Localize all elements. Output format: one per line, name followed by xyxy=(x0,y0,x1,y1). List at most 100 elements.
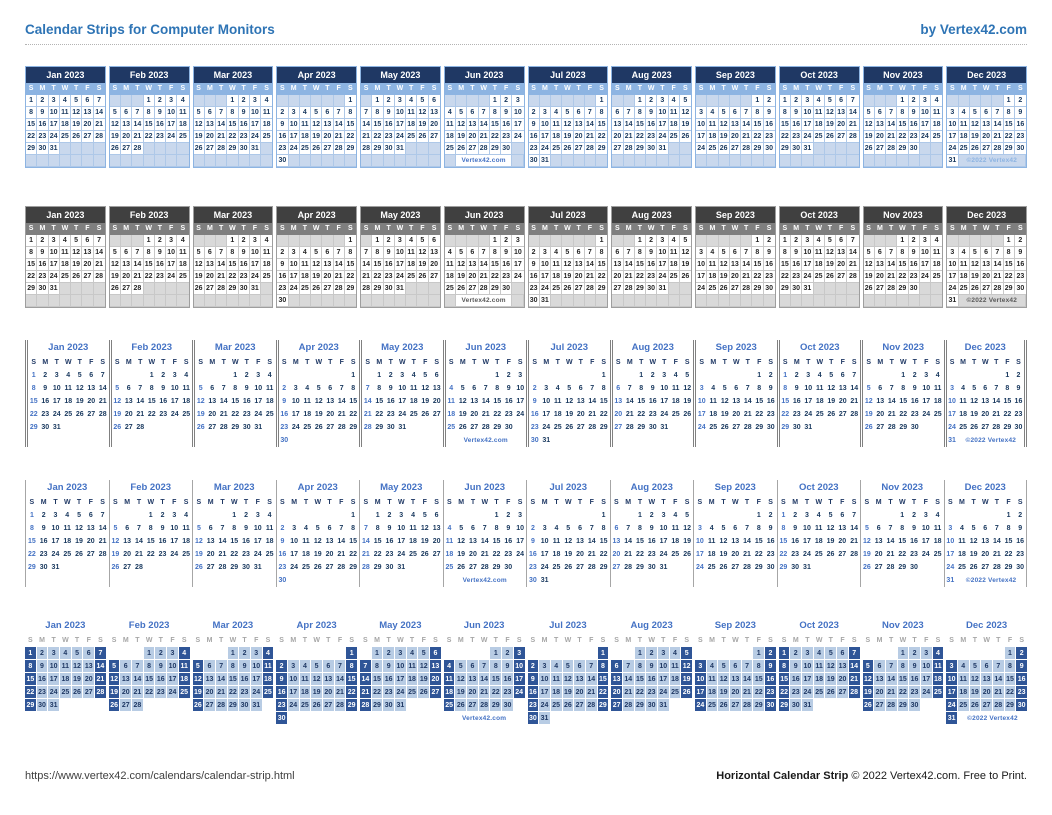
date-cell: 26 xyxy=(417,131,429,143)
date-cell: 26 xyxy=(311,283,323,295)
date-cell: 8 xyxy=(143,247,155,259)
date-cell: 11 xyxy=(958,538,966,545)
date-cell: 9 xyxy=(528,119,540,131)
date-cell: 29 xyxy=(1003,143,1015,155)
date-cell: 11 xyxy=(815,525,823,532)
month-grid: S M T W T F S 1 2 3 4 5 6 7 8 9 10 11 12 13 14 15 16 17 18 19 20 21… xyxy=(443,634,525,724)
weekday-letter: T xyxy=(71,83,83,95)
date-cell: 8 xyxy=(25,660,36,672)
date-cell: 26 xyxy=(720,424,729,431)
empty-cell xyxy=(456,235,468,247)
date-cell: 14 xyxy=(850,385,859,392)
date-cell: 27 xyxy=(981,143,993,155)
weekday-letter: T xyxy=(888,499,893,506)
date-cell: 1 xyxy=(596,235,608,247)
date-cell: 7 xyxy=(221,385,226,392)
empty-cell xyxy=(696,235,708,247)
date-cell: 30 xyxy=(766,564,775,571)
date-cell: 11 xyxy=(302,538,310,545)
date-cell: 15 xyxy=(779,259,791,271)
empty-cell xyxy=(166,155,178,167)
date-cell: 14 xyxy=(885,673,897,685)
weekday-letter: T xyxy=(554,636,559,644)
date-cell: 6 xyxy=(428,235,440,247)
date-cell: 21 xyxy=(992,271,1004,283)
date-cell: 19 xyxy=(683,538,691,545)
date-cell: 27 xyxy=(322,143,334,155)
empty-cell xyxy=(742,712,753,724)
empty-cell xyxy=(361,155,373,167)
weekday-letter: T xyxy=(639,359,644,366)
empty-cell xyxy=(193,235,205,247)
date-cell: 29 xyxy=(227,699,239,711)
weekday-letter: M xyxy=(539,223,551,235)
empty-cell xyxy=(179,712,190,724)
date-cell: 26 xyxy=(969,564,978,571)
weekday-letter: F xyxy=(501,83,513,95)
empty-cell xyxy=(230,434,242,447)
date-cell: 25 xyxy=(669,686,681,698)
weekday-letter: S xyxy=(851,359,857,366)
date-cell: 1 xyxy=(344,235,356,247)
date-cell: 24 xyxy=(253,551,262,558)
month-grid: S M T W T F S 1 2 3 4 5 6 7 8 9 10 11 12 13 14 15 16 17 18 19 20 21… xyxy=(193,83,273,167)
date-cell: 25 xyxy=(933,411,942,418)
date-cell: 24 xyxy=(803,551,811,558)
date-cell: 22 xyxy=(752,131,764,143)
date-cell: 10 xyxy=(290,538,299,545)
empty-cell xyxy=(430,712,441,724)
date-cell: 13 xyxy=(574,673,585,685)
weekday-letter: W xyxy=(482,359,490,366)
date-cell: 2 xyxy=(793,512,798,519)
date-cell: 4 xyxy=(184,512,189,519)
date-cell: 21 xyxy=(587,551,596,558)
date-cell: 15 xyxy=(634,259,646,271)
empty-cell xyxy=(874,295,886,307)
empty-cell xyxy=(802,155,814,167)
date-cell: 3 xyxy=(400,372,405,379)
date-cell: 17 xyxy=(254,398,263,405)
date-cell: 28 xyxy=(132,699,143,711)
empty-cell xyxy=(612,235,624,247)
date-cell: 16 xyxy=(528,271,540,283)
date-cell: 21 xyxy=(333,131,345,143)
date-cell: 7 xyxy=(132,107,144,119)
date-cell: 22 xyxy=(373,551,382,558)
date-cell: 1 xyxy=(597,647,609,659)
weekday-letter: F xyxy=(584,83,596,95)
month-grid: S M T W T F S 1 2 3 4 5 6 7 8 9 10 11 12 13 14 15 16 17 18 19 20 21… xyxy=(528,223,608,307)
date-cell: 24 xyxy=(919,271,931,283)
weekday-letter: W xyxy=(231,359,239,366)
date-cell: 23 xyxy=(276,699,287,711)
date-cell: 9 xyxy=(276,673,287,685)
date-cell: 29 xyxy=(231,424,240,431)
date-cell: 31 xyxy=(250,699,262,711)
date-cell: 18 xyxy=(957,686,969,698)
empty-cell xyxy=(26,155,38,167)
date-cell: 11 xyxy=(958,119,970,131)
empty-cell xyxy=(813,574,825,587)
byline-link[interactable]: by Vertex42.com xyxy=(920,22,1027,37)
empty-cell xyxy=(263,699,274,711)
date-cell: 26 xyxy=(108,699,120,711)
watermark-copyright: ©2022 Vertex42 xyxy=(965,437,1017,444)
weekday-letter: T xyxy=(410,499,416,506)
date-cell: 12 xyxy=(456,259,468,271)
empty-cell xyxy=(132,295,144,307)
date-cell: 30 xyxy=(791,564,800,571)
empty-cell xyxy=(217,509,229,522)
weekday-letter: F xyxy=(590,359,595,366)
empty-cell xyxy=(93,143,105,155)
date-cell: 20 xyxy=(208,411,217,418)
weekday-letter: M xyxy=(456,223,468,235)
weekday-letter: M xyxy=(37,223,49,235)
footer-url-link[interactable]: https://www.vertex42.com/calendars/calen… xyxy=(25,770,295,782)
weekday-letter: T xyxy=(495,359,500,366)
empty-cell xyxy=(344,155,356,167)
date-cell: 30 xyxy=(239,699,250,711)
empty-cell xyxy=(73,574,85,587)
date-cell: 1 xyxy=(1005,372,1010,379)
date-cell: 10 xyxy=(695,538,704,545)
date-cell: 20 xyxy=(836,119,848,131)
empty-cell xyxy=(849,699,860,711)
